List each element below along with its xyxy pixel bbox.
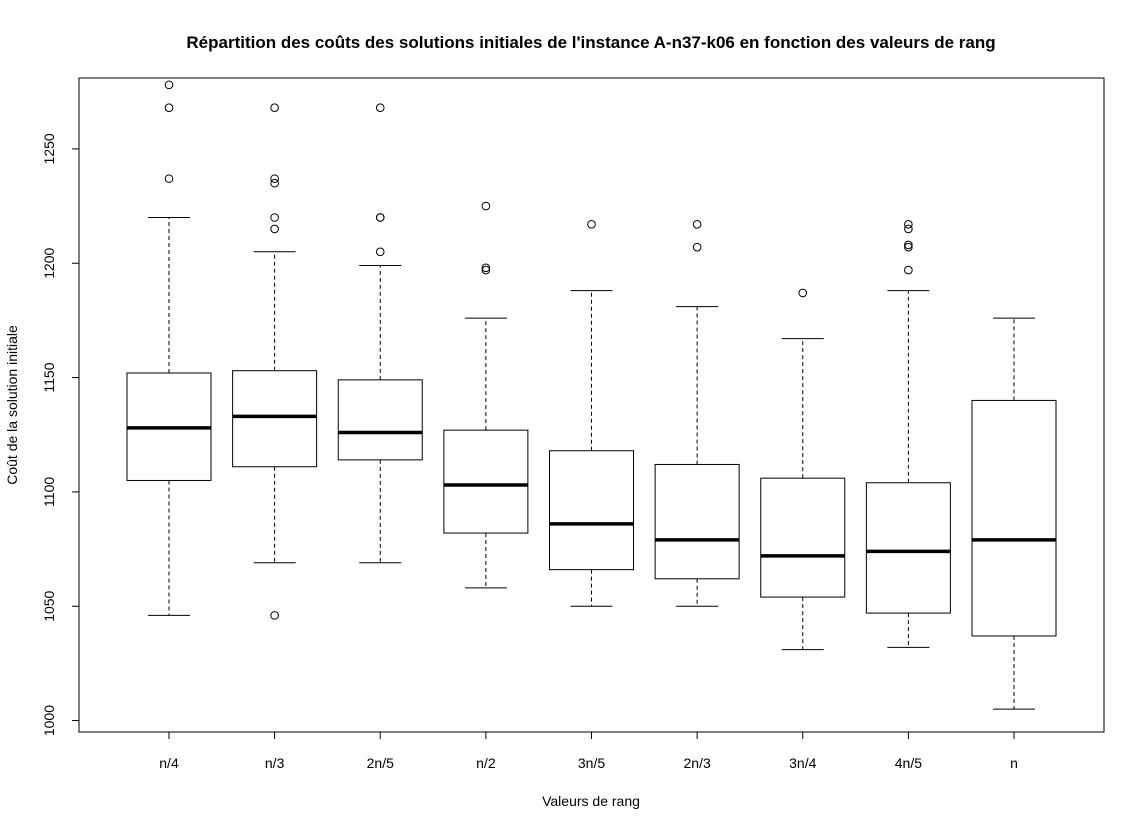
iqr-box bbox=[337, 379, 423, 461]
iqr-box bbox=[232, 370, 318, 468]
outlier-point bbox=[798, 288, 808, 298]
outlier-point bbox=[692, 220, 702, 229]
iqr-box bbox=[443, 429, 529, 534]
outlier-point bbox=[904, 220, 913, 229]
y-tick-label: 1250 bbox=[41, 133, 57, 164]
outlier-point bbox=[270, 178, 279, 188]
box-3 bbox=[337, 103, 423, 564]
box-9 bbox=[971, 317, 1057, 710]
x-tick-label: n/2 bbox=[476, 755, 496, 771]
outlier-point bbox=[164, 174, 174, 183]
iqr-box bbox=[865, 482, 951, 614]
outlier-point bbox=[270, 103, 279, 113]
outlier-point bbox=[587, 220, 596, 229]
outlier-point bbox=[904, 224, 913, 234]
outlier-point bbox=[270, 213, 279, 222]
outlier-point bbox=[375, 247, 385, 257]
y-tick-label: 1200 bbox=[41, 247, 57, 278]
outlier-point bbox=[270, 174, 279, 183]
box-series bbox=[126, 80, 1057, 710]
outlier-point bbox=[692, 242, 702, 252]
y-tick-label: 1100 bbox=[41, 477, 57, 507]
x-tick-label: 4n/5 bbox=[895, 755, 922, 771]
box-7 bbox=[760, 288, 846, 651]
x-axis-label: Valeurs de rang bbox=[542, 793, 640, 809]
box-6 bbox=[654, 220, 740, 607]
y-axis-label: Coût de la solution initiale bbox=[4, 325, 20, 485]
y-axis: 1000 1050 1100 1150 1200 1250 bbox=[41, 133, 80, 736]
outlier-point bbox=[270, 224, 279, 234]
x-tick-label: 2n/3 bbox=[684, 755, 711, 771]
x-tick-label: n bbox=[1010, 755, 1018, 771]
x-tick-label: 3n/5 bbox=[578, 755, 605, 771]
iqr-box bbox=[549, 450, 634, 571]
outlier-point bbox=[904, 242, 913, 252]
box-8 bbox=[865, 220, 951, 648]
iqr-box bbox=[760, 477, 846, 598]
x-tick-label: n/3 bbox=[265, 755, 285, 771]
outlier-point bbox=[164, 80, 174, 90]
outlier-point bbox=[375, 103, 385, 113]
outlier-point bbox=[904, 265, 913, 275]
y-tick-label: 1150 bbox=[41, 362, 57, 392]
outlier-point bbox=[164, 103, 174, 113]
iqr-box bbox=[971, 399, 1057, 637]
outlier-point bbox=[375, 213, 385, 222]
iqr-box bbox=[654, 463, 740, 580]
outlier-point bbox=[481, 265, 491, 275]
x-tick-label: 3n/4 bbox=[789, 755, 816, 771]
box-2 bbox=[232, 103, 318, 620]
outlier-point bbox=[481, 201, 491, 211]
box-1 bbox=[126, 80, 212, 616]
outlier-point bbox=[270, 611, 279, 620]
x-tick-label: n/4 bbox=[159, 755, 179, 771]
chart-title: Répartition des coûts des solutions init… bbox=[186, 33, 995, 52]
outlier-point bbox=[481, 263, 491, 273]
outlier-point bbox=[904, 240, 913, 250]
box-4 bbox=[443, 201, 529, 589]
y-tick-label: 1000 bbox=[41, 705, 57, 736]
x-tick-label: 2n/5 bbox=[367, 755, 394, 771]
y-tick-label: 1050 bbox=[41, 590, 57, 621]
x-axis: n/4 n/3 2n/5 n/2 3n/5 2n/3 3n/4 4n/5 n bbox=[159, 731, 1018, 771]
box-5 bbox=[549, 220, 634, 607]
